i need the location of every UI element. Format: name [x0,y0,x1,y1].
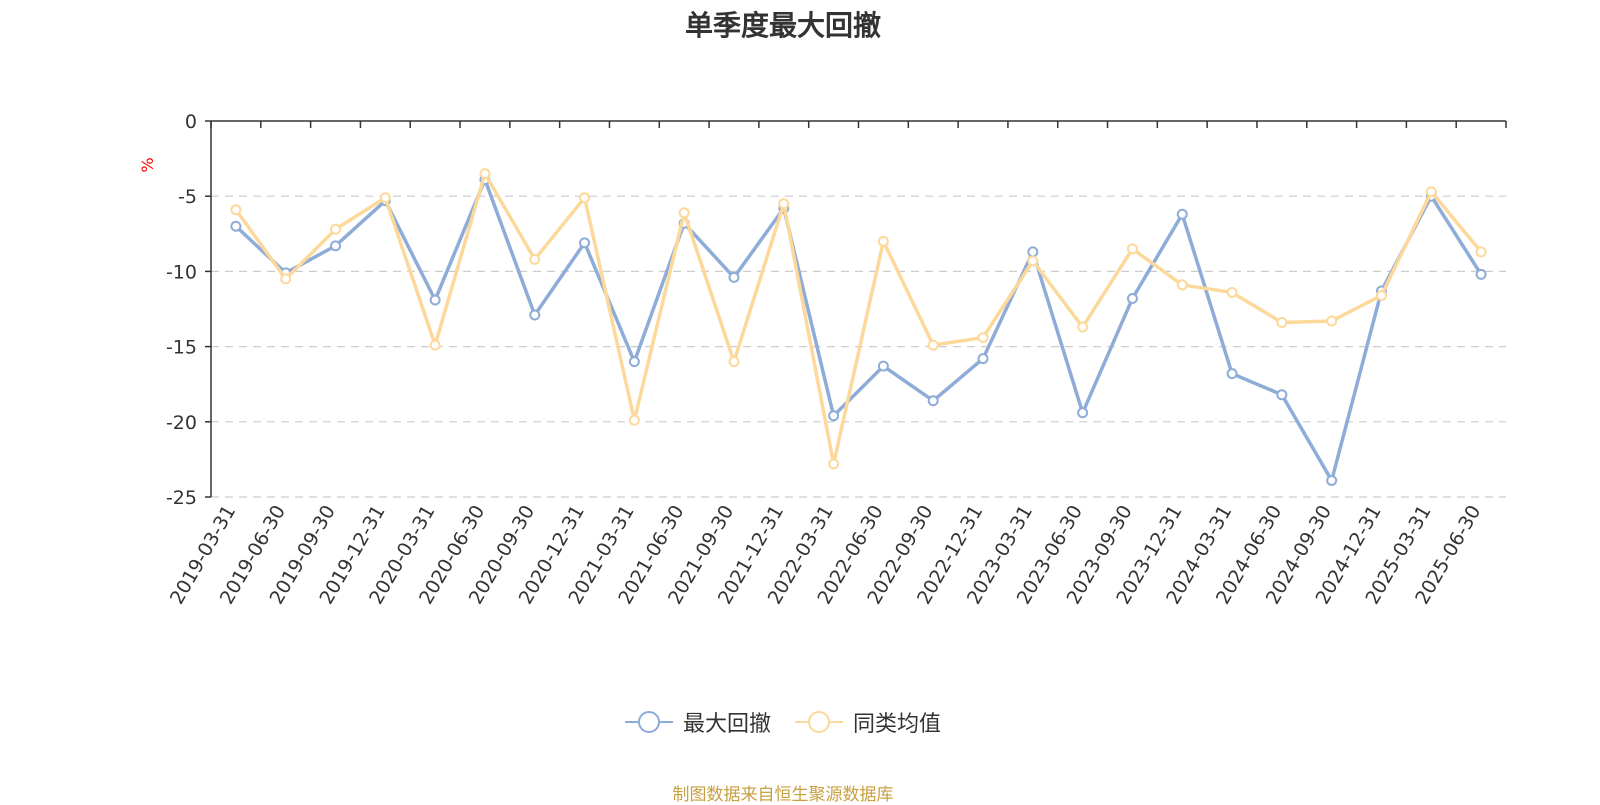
data-point [1077,407,1089,419]
data-point [1375,289,1387,301]
data-point [1276,317,1288,329]
legend-line-circle-icon [795,711,843,733]
data-point [1475,246,1487,258]
data-point [678,207,690,219]
y-tick-label: -15 [166,337,197,359]
data-point [1027,255,1039,267]
data-point [280,273,292,285]
series-line [234,177,1483,483]
data-point [529,309,541,321]
data-point [479,168,491,180]
data-point [1326,474,1338,486]
series-1 [230,174,1487,486]
data-point [1176,208,1188,220]
data-point [1425,186,1437,198]
y-tick-label: 0 [185,111,197,133]
legend-label-series-1: 最大回撤 [682,712,771,737]
legend-line-circle-icon [624,711,673,733]
data-point [330,223,342,235]
data-point [379,192,391,204]
data-point [1475,268,1487,280]
y-tick-label: -5 [178,186,197,208]
data-point [877,235,889,247]
data-point [628,356,640,368]
data-point [728,356,740,368]
series-2 [230,168,1487,470]
data-point [579,237,591,249]
data-point [1226,368,1238,380]
data-point [529,253,541,265]
data-point [778,198,790,210]
legend: 最大回撤 同类均值 [0,706,1566,738]
data-point [1126,292,1138,304]
data-point [977,332,989,344]
series-layer [230,168,1487,486]
data-point [230,220,242,232]
legend-item-series-2[interactable]: 同类均值 [795,706,941,738]
y-axis-unit-label: % [138,157,157,172]
data-point [977,353,989,365]
data-point [728,271,740,283]
data-point [1176,279,1188,291]
data-point [230,204,242,216]
data-point [429,294,441,306]
y-tick-label: -20 [166,412,197,434]
chart-title: 单季度最大回撤 [684,9,881,42]
axes: 0-5-10-15-20-252019-03-312019-06-302019-… [166,111,1507,608]
data-point [1326,315,1338,327]
y-tick-label: -25 [166,487,197,509]
data-point [579,192,591,204]
data-point [927,395,939,407]
data-point [877,360,889,372]
series-line [234,171,1483,466]
data-point [1126,243,1138,255]
data-point [429,339,441,351]
data-point [1276,389,1288,401]
y-tick-label: -10 [166,261,197,283]
data-point [828,458,840,470]
data-point [330,240,342,252]
data-point [628,414,640,426]
source-note: 制图数据来自恒生聚源数据库 [672,785,894,805]
data-point [1226,286,1238,298]
data-point [927,339,939,351]
data-point [1077,321,1089,333]
legend-item-series-1[interactable]: 最大回撤 [624,706,771,738]
data-point [1027,246,1039,258]
legend-label-series-2: 同类均值 [853,712,942,737]
data-point [828,410,840,422]
